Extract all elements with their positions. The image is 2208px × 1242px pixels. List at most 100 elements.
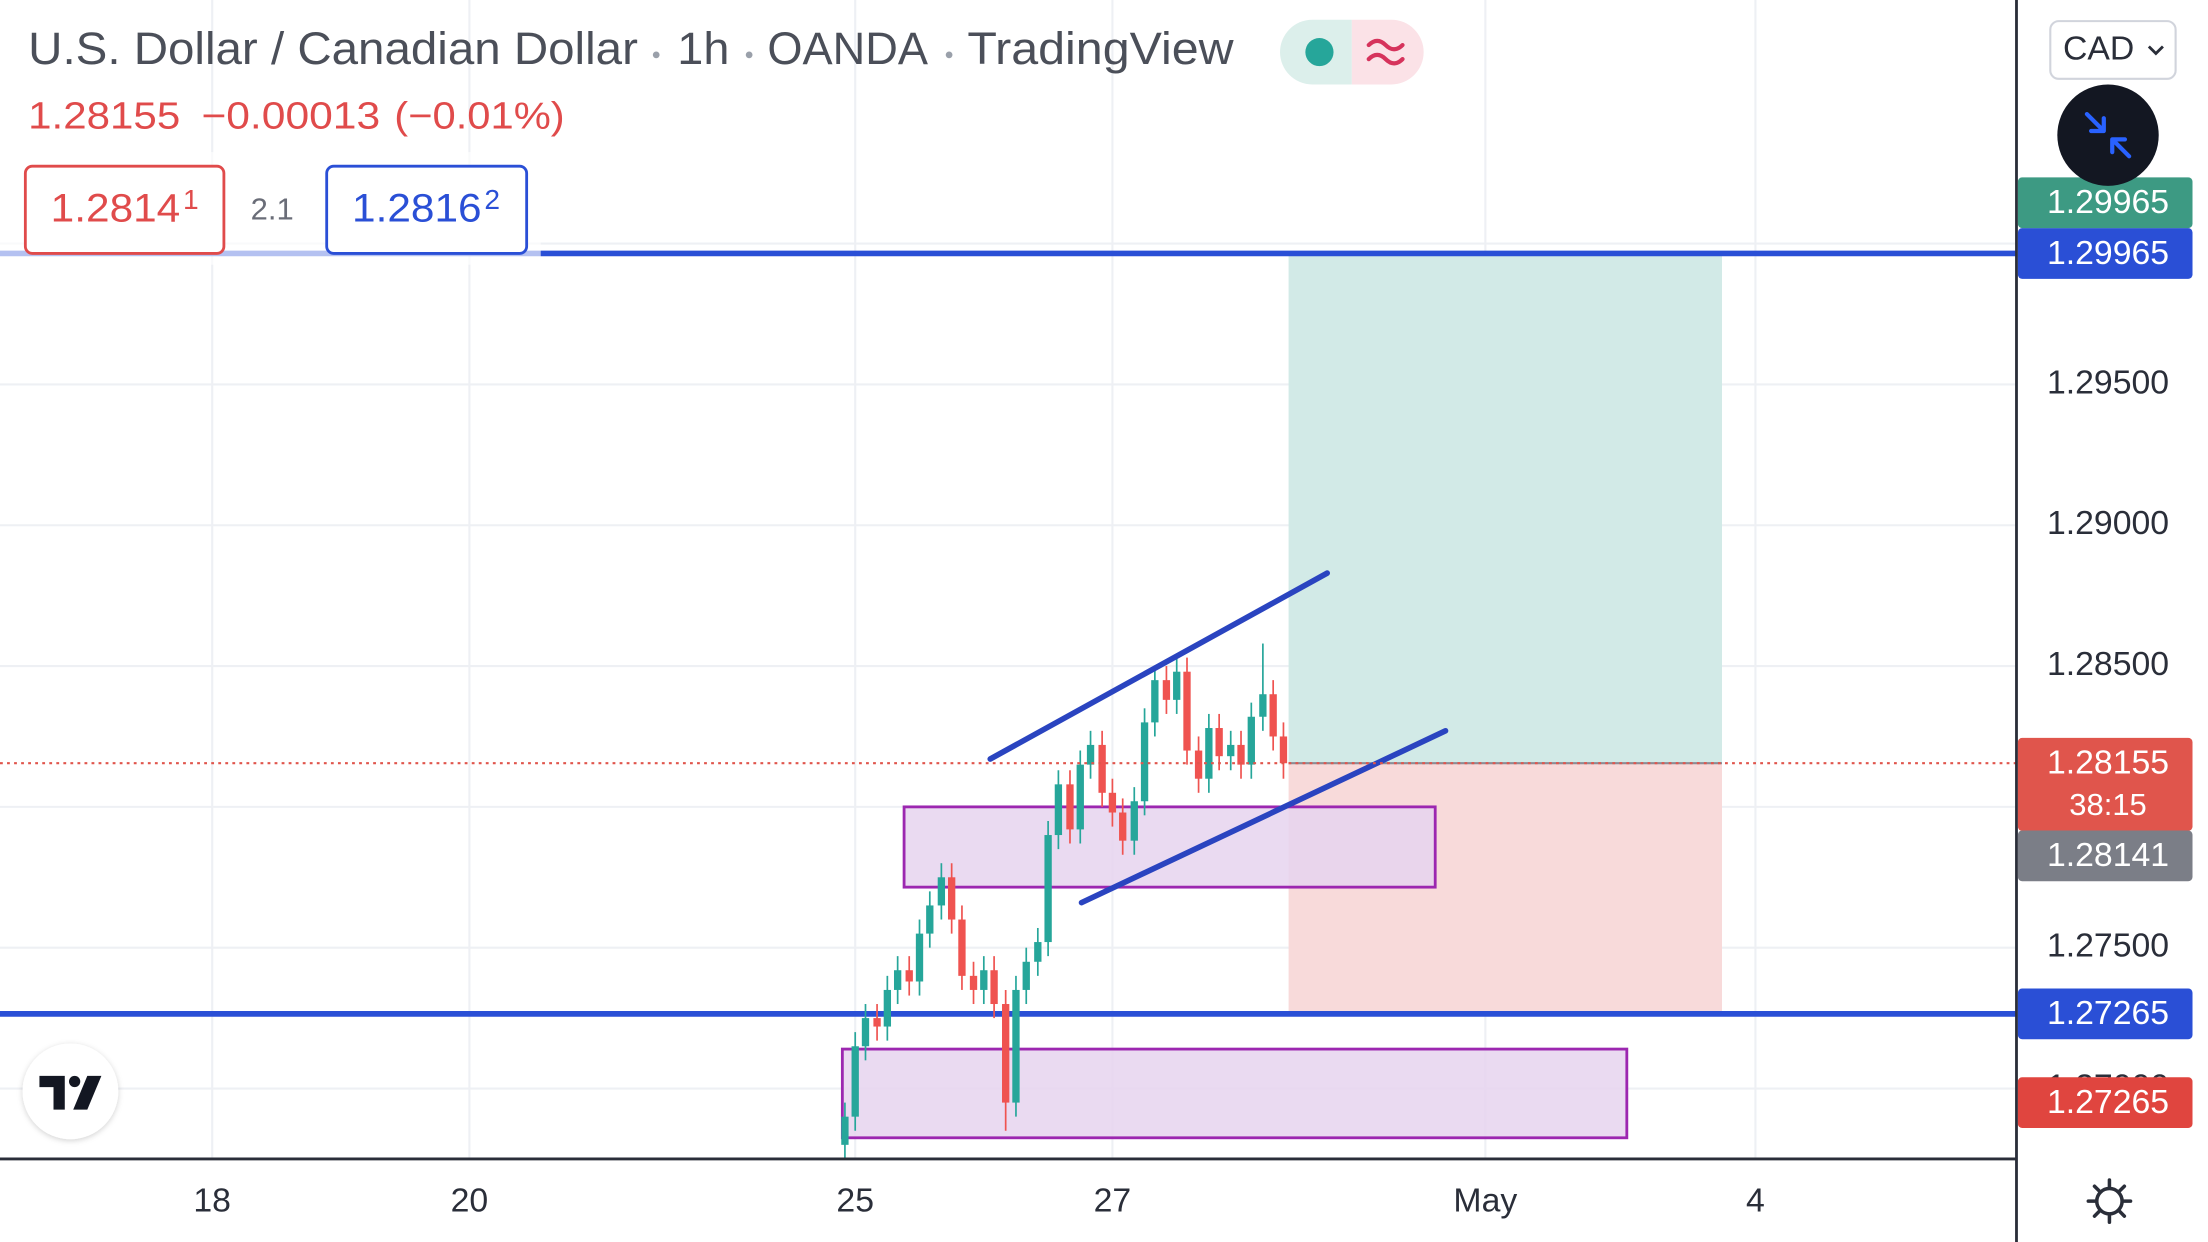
candle-body — [1022, 961, 1030, 990]
candle-body — [980, 970, 988, 990]
candle-body — [1247, 716, 1255, 765]
candle-body — [1162, 680, 1171, 700]
candle-body — [1086, 744, 1095, 765]
price-label: 1.27265 — [2047, 1083, 2169, 1121]
logo-badge[interactable] — [22, 1043, 119, 1140]
buy-price[interactable]: 1.2816 — [352, 187, 482, 231]
sell-button-frame[interactable] — [23, 164, 226, 255]
trend-line — [1078, 728, 1449, 906]
symbol-name: U.S. Dollar / Canadian Dollar — [28, 23, 638, 74]
candle-body — [1012, 989, 1020, 1103]
x-tick-label: 20 — [451, 1181, 489, 1219]
currency[interactable]: CAD — [2063, 30, 2134, 68]
candle-body — [883, 989, 892, 1027]
x-tick-label: May — [1453, 1181, 1517, 1219]
price-label: 1.27265 — [2047, 994, 2169, 1032]
exchange: OANDA — [767, 23, 928, 74]
candle-body — [1259, 694, 1267, 717]
candle-body — [937, 877, 946, 906]
candle-body — [1140, 722, 1149, 802]
y-tick-label: 1.29500 — [2047, 363, 2169, 401]
candle-body — [926, 905, 934, 934]
zone-box — [902, 805, 1437, 889]
price-label: 1.29965 — [2047, 183, 2169, 221]
candle-body — [1237, 744, 1245, 765]
currency-selector[interactable]: CAD — [2049, 20, 2177, 80]
last-price: 1.28155 — [28, 95, 180, 137]
status-dot — [1305, 38, 1334, 67]
price-label: 1.28141 — [2047, 836, 2169, 874]
candle-body — [1034, 942, 1042, 962]
price-labels: 1.29965 1.29965 1.28155 38:15 1.28141 1.27265… — [2017, 177, 2193, 1128]
candle-body — [1098, 744, 1106, 793]
price-label: 1.28155 — [2047, 744, 2169, 782]
x-tick-label: 27 — [1094, 1181, 1132, 1219]
x-tick-label: 4 — [1746, 1181, 1765, 1219]
x-tick-label: 25 — [836, 1181, 874, 1219]
candle-body — [1076, 764, 1084, 830]
sell-pip[interactable]: 1 — [183, 184, 199, 215]
price-label: 1.29965 — [2047, 234, 2169, 272]
price-label-bg — [2017, 988, 2193, 1040]
overlay: U.S. Dollar / Canadian Dollar 1h OANDA T… — [0, 19, 1424, 1140]
sell-price[interactable]: 1.2814 — [51, 187, 181, 231]
price-label-bg — [2017, 830, 2193, 882]
sell-button[interactable]: 1.2814 1 — [23, 164, 226, 255]
candle-body — [1054, 784, 1063, 836]
candle-body — [1002, 1004, 1010, 1103]
tradingview-logo[interactable] — [22, 1043, 119, 1140]
separator — [652, 51, 660, 59]
buy-pip[interactable]: 2 — [484, 184, 500, 215]
candle-body — [915, 933, 924, 982]
currency-selector-frame[interactable] — [2049, 20, 2177, 80]
plot-area — [0, 250, 2017, 1159]
delay-status — [1351, 19, 1424, 85]
price-label-bg — [2017, 177, 2193, 229]
candle-body — [1227, 744, 1235, 757]
candle-body — [1173, 671, 1181, 700]
chevron — [2147, 45, 2164, 56]
candle-body — [1183, 671, 1191, 751]
candle-body — [1130, 801, 1138, 841]
trend-line — [987, 570, 1330, 762]
candle-body — [1269, 694, 1277, 737]
buy-button-frame[interactable] — [325, 164, 529, 255]
candle-body — [1044, 835, 1052, 943]
candle-body — [1108, 792, 1117, 813]
source: TradingView — [967, 23, 1234, 74]
candle-body — [841, 1116, 849, 1145]
candle-body — [1151, 680, 1159, 723]
candle-body — [958, 919, 966, 976]
separator — [945, 51, 953, 59]
candle-body — [893, 970, 902, 990]
settings-button[interactable] — [2086, 1178, 2133, 1225]
buy-button[interactable]: 1.2816 2 — [325, 164, 529, 255]
logo-mark — [69, 1075, 81, 1088]
exit-fullscreen-bg[interactable] — [2057, 84, 2159, 186]
price-label-bg — [2017, 228, 2193, 279]
candle-body — [1205, 728, 1213, 779]
exit-fullscreen-button[interactable] — [2057, 84, 2159, 186]
candle-body — [1194, 750, 1203, 779]
logo-mark — [39, 1075, 65, 1110]
candle-body — [990, 970, 998, 1005]
exit-fullscreen-icon — [2084, 111, 2132, 159]
candle-body — [1215, 728, 1223, 757]
status-pill[interactable] — [1280, 19, 1424, 85]
candle-body — [1279, 736, 1288, 764]
price-label-bg — [2017, 737, 2193, 831]
candle-body — [969, 975, 978, 990]
candle-body — [1066, 784, 1074, 830]
controls: CAD — [2049, 20, 2177, 1225]
y-tick-label: 1.29000 — [2047, 504, 2169, 542]
x-tick-label: 18 — [193, 1181, 231, 1219]
zone-box — [840, 1047, 1629, 1140]
countdown: 38:15 — [2069, 787, 2147, 822]
candle-body — [873, 1018, 881, 1027]
interval[interactable]: 1h — [677, 23, 729, 74]
candle-body — [905, 970, 913, 982]
candle-body — [861, 1018, 870, 1047]
logo-mark — [73, 1075, 102, 1110]
